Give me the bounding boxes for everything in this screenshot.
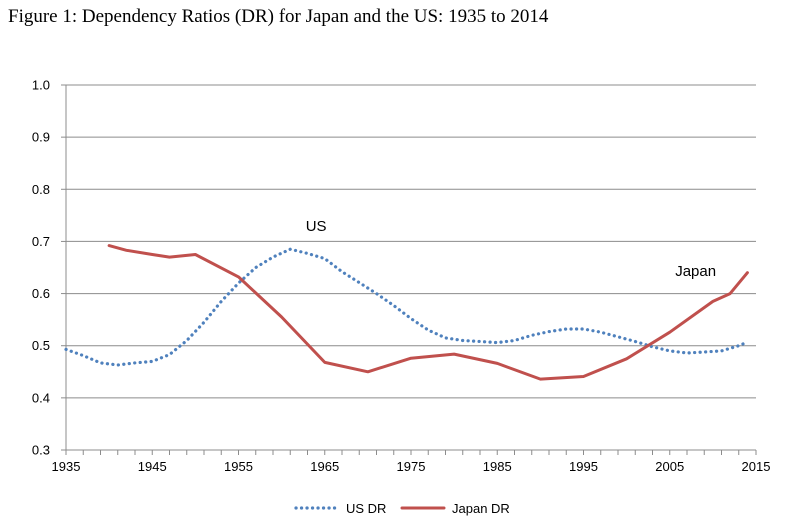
x-tick-label: 1995 [569,459,598,474]
y-tick-label: 0.5 [32,338,50,353]
annotations: US Japan [306,218,716,280]
gridlines [66,84,756,399]
x-tick-label: 1935 [52,459,81,474]
x-tick-label: 1985 [483,459,512,474]
series-lines [64,244,750,381]
y-tick-label: 0.7 [32,234,50,249]
legend-label: Japan DR [452,501,510,516]
x-tick-labels: 1935 1945 1955 1965 1975 1985 1995 2005 2015 [52,459,771,474]
y-tick-label: 0.6 [32,286,50,301]
figure-title: Figure 1: Dependency Ratios (DR) for Jap… [8,6,549,27]
annotation-label: US [306,218,327,235]
x-tick-label: 1965 [310,459,339,474]
y-tick-label: 0.9 [32,130,50,145]
annotation-label: Japan [675,263,716,280]
series-line-us-dr [64,247,750,367]
x-tick-label: 2005 [655,459,684,474]
axes [61,84,757,455]
y-tick-labels: 0.3 0.4 0.5 0.6 0.7 0.8 0.9 1.0 [32,78,50,458]
legend-label: US DR [346,501,386,516]
x-tick-label: 1955 [224,459,253,474]
y-tick-label: 0.3 [32,443,50,458]
y-tick-label: 1.0 [32,78,50,93]
y-tick-label: 0.8 [32,182,50,197]
y-tick-label: 0.4 [32,390,50,405]
series-line-japan-dr [107,244,749,381]
x-tick-label: 1975 [397,459,426,474]
legend: US DR Japan DR [294,501,510,516]
x-tick-label: 1945 [138,459,167,474]
x-tick-label: 2015 [742,459,771,474]
